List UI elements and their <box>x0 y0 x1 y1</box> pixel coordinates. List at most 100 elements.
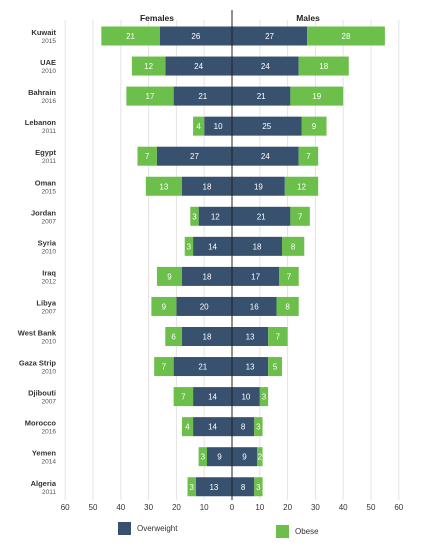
female-overweight-bar <box>173 86 232 106</box>
country-year: 2015 <box>42 188 57 195</box>
female-obese-bar-label: 3 <box>187 242 192 251</box>
country-name: Jordan <box>31 208 56 217</box>
country-name: Algeria <box>31 479 57 488</box>
male-overweight-bar-label: 24 <box>261 62 270 71</box>
female-overweight-bar <box>181 266 232 286</box>
male-obese-bar <box>254 477 263 497</box>
female-obese-bar-label: 7 <box>162 363 167 372</box>
male-overweight-bar-label: 13 <box>246 363 255 372</box>
female-obese-bar-label: 9 <box>167 272 172 281</box>
male-overweight-bar-label: 21 <box>257 212 266 221</box>
female-overweight-bar <box>193 236 232 256</box>
male-overweight-bar-label: 24 <box>261 152 270 161</box>
female-overweight-bar-label: 14 <box>208 423 217 432</box>
male-obese-bar-label: 2 <box>258 453 263 462</box>
female-overweight-bar <box>156 146 232 166</box>
female-obese-bar <box>154 357 174 377</box>
male-overweight-bar-label: 25 <box>262 122 271 131</box>
legend-obese: Obese <box>276 525 319 538</box>
female-obese-bar <box>156 266 182 286</box>
female-overweight-bar <box>193 387 232 407</box>
female-overweight-bar <box>181 327 232 346</box>
x-tick-label: 60 <box>394 503 403 512</box>
female-obese-bar-label: 17 <box>146 92 155 101</box>
country-name: Oman <box>35 178 57 187</box>
country-name: Bahrain <box>28 88 56 97</box>
country-year: 2015 <box>42 38 57 45</box>
male-obese-bar <box>284 176 319 196</box>
female-overweight-bar <box>165 56 232 76</box>
female-overweight-bar <box>181 176 232 196</box>
male-overweight-bar-label: 8 <box>241 483 246 492</box>
male-obese-bar <box>307 26 385 46</box>
female-obese-bar <box>131 56 166 76</box>
male-overweight-bar-label: 9 <box>242 453 247 462</box>
female-obese-bar-label: 6 <box>171 333 176 342</box>
country-year: 2007 <box>42 218 57 225</box>
legend-overweight: Overweight <box>118 522 177 535</box>
male-overweight-bar <box>232 387 260 407</box>
female-overweight-bar <box>159 26 232 46</box>
female-overweight-bar-label: 18 <box>203 182 212 191</box>
male-overweight-bar-label: 27 <box>265 32 274 41</box>
male-obese-bar <box>279 266 299 286</box>
male-overweight-bar-label: 10 <box>241 393 250 402</box>
male-obese-bar-label: 3 <box>262 393 267 402</box>
country-year: 2012 <box>42 278 57 285</box>
country-year: 2007 <box>42 399 57 406</box>
female-overweight-bar <box>206 447 232 467</box>
female-overweight-bar-label: 14 <box>208 393 217 402</box>
female-obese-bar-label: 3 <box>189 483 194 492</box>
female-overweight-bar-label: 21 <box>198 363 207 372</box>
male-overweight-bar <box>232 357 269 377</box>
male-obese-bar-label: 5 <box>273 363 278 372</box>
country-name: Iraq <box>42 268 56 277</box>
country-name: Kuwait <box>31 28 56 37</box>
male-obese-bar <box>259 387 269 407</box>
male-obese-bar-label: 19 <box>312 92 321 101</box>
male-obese-bar-label: 3 <box>256 423 261 432</box>
male-obese-bar-label: 12 <box>297 182 306 191</box>
male-overweight-bar-label: 18 <box>253 242 262 251</box>
x-tick-label: 0 <box>230 503 235 512</box>
female-overweight-bar-label: 9 <box>217 453 222 462</box>
overweight-swatch <box>118 522 131 535</box>
male-overweight-bar-label: 8 <box>241 423 246 432</box>
female-overweight-bar-label: 13 <box>209 483 218 492</box>
female-obese-bar <box>181 417 194 437</box>
male-overweight-bar <box>232 26 308 46</box>
male-overweight-bar-label: 13 <box>246 333 255 342</box>
male-obese-bar <box>268 357 283 377</box>
country-year: 2016 <box>42 98 57 105</box>
female-obese-bar <box>151 296 177 316</box>
male-obese-bar-label: 3 <box>256 483 261 492</box>
male-obese-bar-label: 7 <box>298 212 303 221</box>
male-obese-bar <box>290 86 344 106</box>
country-year: 2011 <box>42 128 56 135</box>
female-obese-bar <box>165 327 182 346</box>
male-obese-bar <box>298 146 319 166</box>
female-obese-bar-label: 13 <box>159 182 168 191</box>
country-labels: Kuwait2015UAE2010Bahrain2016Lebanon2011E… <box>18 28 57 496</box>
country-year: 2016 <box>42 429 57 436</box>
country-year: 2011 <box>42 158 56 165</box>
female-overweight-bar-label: 24 <box>194 62 203 71</box>
female-overweight-bar-label: 26 <box>191 32 200 41</box>
country-year: 2010 <box>42 248 57 255</box>
female-overweight-bar-label: 12 <box>211 212 220 221</box>
female-obese-bar-label: 7 <box>145 152 150 161</box>
female-obese-bar <box>173 387 194 407</box>
female-overweight-bar <box>195 477 232 497</box>
male-obese-bar <box>301 116 327 136</box>
male-overweight-bar <box>232 176 285 196</box>
x-axis: 60 50 40 30 20 10 0 10 20 30 40 50 60 <box>61 503 404 512</box>
male-overweight-bar <box>232 417 255 437</box>
legend-obese-label: Obese <box>295 527 319 536</box>
male-overweight-bar <box>232 206 291 226</box>
male-overweight-bar <box>232 447 258 467</box>
x-tick-label: 50 <box>367 503 376 512</box>
male-overweight-bar <box>232 296 277 316</box>
female-obese-bar <box>126 86 174 106</box>
country-year: 2007 <box>42 308 57 315</box>
